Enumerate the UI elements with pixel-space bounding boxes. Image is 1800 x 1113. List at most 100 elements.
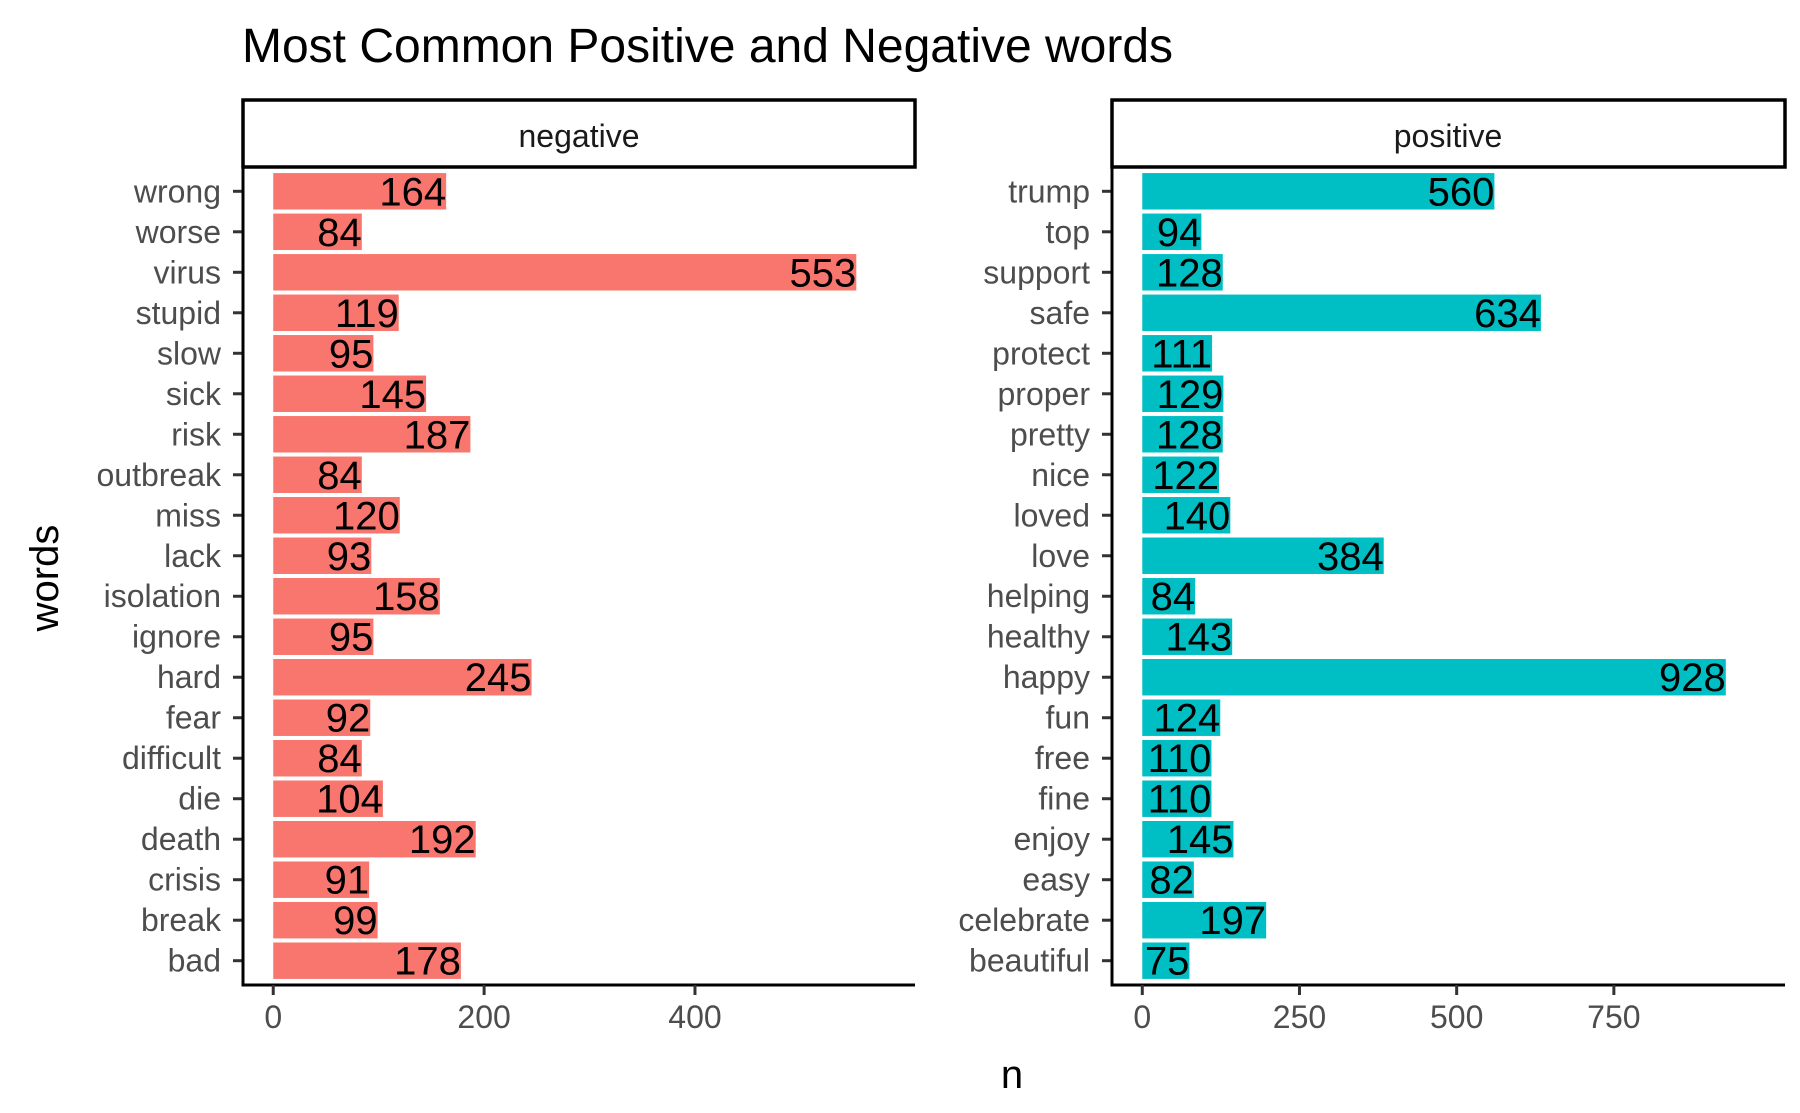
bar-negative-fear — [273, 699, 371, 736]
x-tick-label-200: 200 — [457, 999, 510, 1035]
bar-negative-worse — [273, 213, 362, 251]
category-label-love: love — [1031, 538, 1090, 574]
x-tick-label-500: 500 — [1430, 999, 1483, 1035]
category-label-fear: fear — [166, 700, 221, 736]
value-label-bad: 178 — [394, 940, 461, 984]
bar-positive-proper — [1142, 375, 1224, 412]
bar-negative-lack — [273, 537, 372, 574]
category-label-bad: bad — [168, 943, 221, 979]
value-label-die: 104 — [316, 778, 383, 822]
category-label-protect: protect — [992, 335, 1090, 371]
labels-negative: 164 wrong 84 worse 553 virus 119 stupid 95 slow 14… — [96, 170, 856, 983]
value-label-enjoy: 145 — [1167, 818, 1234, 862]
bar-positive-love — [1142, 537, 1384, 574]
category-label-free: free — [1035, 740, 1090, 776]
category-label-sick: sick — [166, 376, 222, 412]
value-label-support: 128 — [1156, 251, 1223, 295]
value-label-beautiful: 75 — [1145, 940, 1190, 984]
bar-positive-top — [1142, 213, 1202, 251]
value-label-slow: 95 — [329, 332, 374, 376]
category-label-lack: lack — [164, 538, 222, 574]
x-tick-label-750: 750 — [1587, 999, 1640, 1035]
bar-negative-crisis — [273, 861, 370, 898]
value-label-easy: 82 — [1149, 859, 1194, 903]
category-label-fun: fun — [1046, 700, 1090, 736]
value-label-fun: 124 — [1154, 697, 1221, 741]
value-label-protect: 111 — [1151, 332, 1212, 376]
bar-positive-trump — [1142, 173, 1495, 210]
bar-negative-risk — [273, 416, 471, 453]
value-label-happy: 928 — [1659, 656, 1726, 700]
bar-negative-virus — [273, 254, 857, 291]
panel-negative: negative 164 wrong 84 worse 553 virus 119 stupi… — [96, 98, 917, 1035]
x-tick-label-250: 250 — [1273, 999, 1326, 1035]
value-label-celebrate: 197 — [1199, 899, 1266, 943]
category-label-pretty: pretty — [1010, 416, 1090, 452]
category-label-happy: happy — [1003, 659, 1090, 695]
bar-positive-easy — [1142, 861, 1194, 898]
value-label-death: 192 — [409, 818, 476, 862]
bar-positive-loved — [1142, 497, 1231, 534]
value-label-worse: 84 — [317, 211, 362, 255]
bar-negative-difficult — [273, 740, 362, 777]
bar-positive-nice — [1142, 456, 1219, 493]
category-label-death: death — [141, 821, 221, 857]
bar-positive-beautiful — [1142, 942, 1190, 979]
bar-positive-pretty — [1142, 416, 1223, 453]
bar-negative-bad — [273, 942, 461, 979]
category-label-proper: proper — [998, 376, 1091, 412]
value-label-fear: 92 — [326, 697, 371, 741]
value-label-proper: 129 — [1157, 373, 1224, 417]
bar-positive-fun — [1142, 699, 1221, 736]
category-label-celebrate: celebrate — [958, 902, 1090, 938]
bar-positive-healthy — [1142, 618, 1233, 655]
category-label-isolation: isolation — [104, 578, 221, 614]
value-label-difficult: 84 — [317, 737, 362, 781]
category-label-virus: virus — [153, 254, 221, 290]
bars-negative — [273, 173, 857, 979]
bar-negative-outbreak — [273, 456, 362, 493]
category-label-helping: helping — [987, 578, 1090, 614]
value-label-top: 94 — [1157, 211, 1202, 255]
bar-negative-slow — [273, 335, 374, 372]
x-tick-label-0: 0 — [1133, 999, 1151, 1035]
bar-positive-happy — [1142, 659, 1726, 696]
bar-negative-hard — [273, 659, 532, 696]
value-label-risk: 187 — [404, 413, 471, 457]
category-label-trump: trump — [1008, 173, 1090, 209]
bar-positive-protect — [1142, 335, 1213, 372]
category-label-hard: hard — [157, 659, 221, 695]
axes-negative: 0 200 400 — [233, 167, 915, 1035]
category-label-die: die — [178, 781, 221, 817]
axis-lines-negative — [241, 167, 915, 987]
bar-negative-isolation — [273, 578, 440, 615]
category-label-wrong: wrong — [133, 173, 221, 209]
category-label-easy: easy — [1022, 862, 1090, 898]
category-label-enjoy: enjoy — [1014, 821, 1091, 857]
axis-lines-positive — [1110, 167, 1785, 987]
labels-positive: 560 trump 94 top 128 support 634 safe 111 protect… — [958, 170, 1725, 983]
value-label-sick: 145 — [359, 373, 426, 417]
category-label-top: top — [1046, 214, 1090, 250]
strip-label-positive: positive — [1394, 118, 1503, 154]
bar-negative-ignore — [273, 618, 374, 655]
bar-positive-support — [1142, 254, 1223, 291]
value-label-virus: 553 — [790, 251, 857, 295]
bar-positive-helping — [1142, 578, 1196, 615]
bar-negative-stupid — [273, 294, 399, 332]
bar-positive-enjoy — [1142, 820, 1234, 858]
value-label-miss: 120 — [333, 494, 400, 538]
value-label-lack: 93 — [327, 535, 372, 579]
value-label-loved: 140 — [1164, 494, 1231, 538]
category-label-slow: slow — [157, 335, 222, 371]
value-label-free: 110 — [1148, 737, 1212, 781]
bar-negative-sick — [273, 375, 427, 412]
strip-label-negative: negative — [519, 118, 640, 154]
bars-positive — [1142, 173, 1726, 979]
strip-negative — [241, 98, 917, 169]
category-label-fine: fine — [1038, 781, 1090, 817]
value-label-healthy: 143 — [1165, 616, 1232, 660]
strip-positive — [1110, 98, 1787, 169]
panel-positive: positive 560 trump 94 top 128 support 634 safe 1… — [958, 98, 1787, 1035]
category-label-miss: miss — [155, 497, 221, 533]
